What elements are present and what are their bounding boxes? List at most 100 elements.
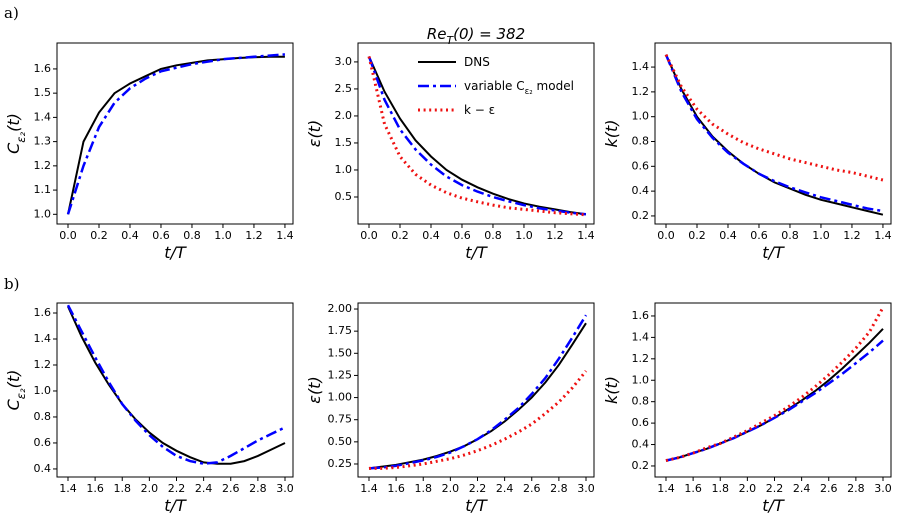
y-tick-label: 0.6 <box>632 416 650 429</box>
y-tick-label: 1.5 <box>34 86 52 99</box>
x-tick-label: 2.6 <box>222 482 240 495</box>
x-tick-label: 2.8 <box>249 482 267 495</box>
y-tick-label: 0.8 <box>34 410 52 423</box>
y-tick-label: 0.50 <box>328 435 353 448</box>
y-tick-label: 0.6 <box>632 159 650 172</box>
y-axis-label: ε(t) <box>305 120 324 147</box>
plot-frame <box>357 302 595 478</box>
x-tick-label: 2.2 <box>168 482 186 495</box>
plot-frame <box>56 42 294 225</box>
x-tick-label: 0.2 <box>688 229 706 242</box>
y-tick-label: 1.25 <box>328 368 353 381</box>
x-tick-label: 2.4 <box>793 482 811 495</box>
panel-label: b) <box>4 275 19 293</box>
y-tick-label: 1.1 <box>34 183 52 196</box>
x-tick-label: 1.6 <box>86 482 104 495</box>
y-tick-label: 1.6 <box>34 62 52 75</box>
x-tick-label: 1.4 <box>276 229 294 242</box>
x-tick-label: 0.2 <box>90 229 108 242</box>
y-tick-label: 0.5 <box>335 190 353 203</box>
x-tick-label: 2.0 <box>141 482 159 495</box>
series-line <box>665 54 884 216</box>
series-line <box>66 53 285 215</box>
series-line <box>66 304 286 465</box>
y-tick-label: 1.0 <box>632 373 650 386</box>
y-tick-label: 0.25 <box>328 457 353 470</box>
legend-label: variable Cε₂ model <box>464 79 574 97</box>
plot-frame <box>56 302 294 478</box>
x-tick-label: 2.6 <box>820 482 838 495</box>
y-tick-label: 1.4 <box>632 60 650 73</box>
y-tick-label: 1.0 <box>34 207 52 220</box>
series-line <box>665 328 884 462</box>
y-tick-label: 1.0 <box>335 163 353 176</box>
x-tick-label: 1.4 <box>360 482 378 495</box>
y-tick-label: 1.5 <box>335 136 353 149</box>
x-tick-label: 0.8 <box>183 229 201 242</box>
series-line <box>367 56 587 217</box>
x-tick-label: 0.4 <box>422 229 440 242</box>
plot-frame <box>654 302 892 478</box>
y-tick-label: 1.2 <box>34 159 52 172</box>
chart-title: ReT(0) = 382 <box>427 25 525 47</box>
x-tick-label: 3.0 <box>874 482 892 495</box>
x-axis-label: t/T <box>465 496 488 515</box>
x-tick-label: 2.6 <box>523 482 541 495</box>
x-tick-label: 0.0 <box>59 229 77 242</box>
x-axis-label: t/T <box>762 243 785 262</box>
x-tick-label: 0.6 <box>453 229 471 242</box>
series-line <box>664 54 884 213</box>
y-tick-label: 1.50 <box>328 346 353 359</box>
y-tick-label: 1.6 <box>632 309 650 322</box>
x-tick-label: 1.2 <box>245 229 263 242</box>
x-tick-label: 2.2 <box>469 482 487 495</box>
y-tick-label: 2.00 <box>328 302 353 315</box>
x-tick-label: 0.0 <box>360 229 378 242</box>
y-tick-label: 1.3 <box>34 135 52 148</box>
y-tick-label: 1.00 <box>328 391 353 404</box>
x-tick-label: 0.6 <box>152 229 170 242</box>
plot-frame <box>357 42 595 225</box>
x-tick-label: 1.0 <box>515 229 533 242</box>
x-tick-label: 0.4 <box>121 229 139 242</box>
series-line <box>368 322 587 470</box>
x-tick-label: 1.6 <box>387 482 405 495</box>
x-tick-label: 0.8 <box>781 229 799 242</box>
x-tick-label: 2.2 <box>766 482 784 495</box>
y-tick-label: 1.2 <box>632 85 650 98</box>
legend-label: DNS <box>464 55 490 69</box>
y-axis-label: k(t) <box>602 376 621 404</box>
x-tick-label: 0.2 <box>391 229 409 242</box>
x-tick-label: 1.8 <box>113 482 131 495</box>
x-tick-label: 1.4 <box>657 482 675 495</box>
y-axis-label: Cε₂(t) <box>4 370 28 411</box>
y-tick-label: 1.4 <box>34 332 52 345</box>
y-tick-label: 1.4 <box>632 330 650 343</box>
x-tick-label: 2.4 <box>195 482 213 495</box>
y-tick-label: 1.4 <box>34 110 52 123</box>
y-tick-label: 0.8 <box>632 135 650 148</box>
series-line <box>67 55 285 215</box>
x-tick-label: 2.8 <box>550 482 568 495</box>
x-tick-label: 0.8 <box>484 229 502 242</box>
y-tick-label: 0.4 <box>632 184 650 197</box>
series-line <box>665 339 884 462</box>
y-tick-label: 3.0 <box>335 55 353 68</box>
x-tick-label: 0.0 <box>657 229 675 242</box>
series-line <box>368 56 587 216</box>
y-tick-label: 0.2 <box>632 209 650 222</box>
x-tick-label: 3.0 <box>577 482 595 495</box>
series-line <box>368 314 588 470</box>
y-tick-label: 1.0 <box>632 110 650 123</box>
y-tick-label: 1.75 <box>328 324 353 337</box>
x-axis-label: t/T <box>465 243 488 262</box>
y-axis-label: Cε₂(t) <box>4 113 28 154</box>
panel-label: a) <box>4 4 19 22</box>
y-axis-label: ε(t) <box>305 376 324 403</box>
x-axis-label: t/T <box>762 496 785 515</box>
x-axis-label: t/T <box>164 496 187 515</box>
x-tick-label: 1.8 <box>414 482 432 495</box>
y-tick-label: 0.4 <box>34 462 52 475</box>
x-tick-label: 0.6 <box>750 229 768 242</box>
x-tick-label: 1.4 <box>59 482 77 495</box>
